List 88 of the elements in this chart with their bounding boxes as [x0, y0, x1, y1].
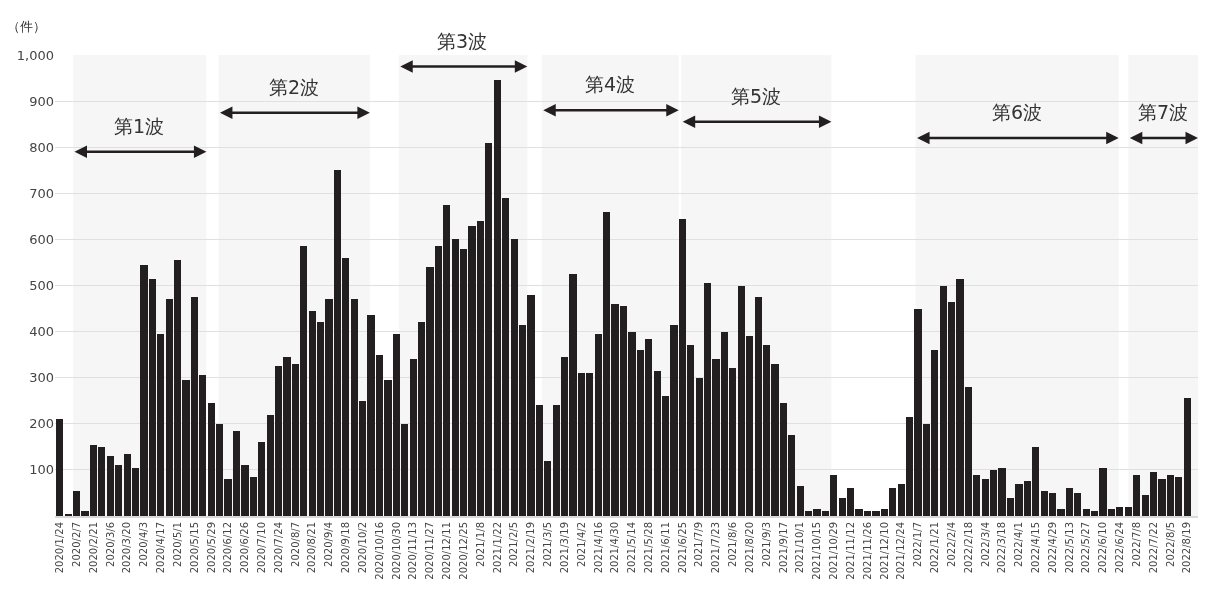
x-tick-label: 2022/6/24 — [1114, 522, 1126, 574]
y-axis-title: （件） — [7, 19, 46, 34]
x-tick-label: 2020/3/20 — [121, 522, 133, 574]
x-tick-label: 2021/8/6 — [727, 522, 739, 567]
y-tick-label: 100 — [29, 462, 54, 478]
x-tick-label: 2021/11/26 — [861, 522, 873, 580]
y-tick-label: 700 — [29, 185, 54, 201]
x-tick-label: 2021/7/9 — [693, 522, 705, 567]
x-tick-label: 2021/2/5 — [508, 522, 520, 567]
y-tick-label: 300 — [29, 370, 54, 386]
y-tick-label: 900 — [29, 93, 54, 109]
x-tick-label: 2020/6/12 — [222, 522, 234, 574]
x-tick-label: 2020/8/7 — [289, 522, 301, 567]
y-tick-label: 1,000 — [16, 47, 54, 63]
x-tick-label: 2021/6/11 — [659, 522, 671, 574]
x-tick-label: 2020/7/24 — [272, 522, 284, 574]
x-tick-label: 2020/1/24 — [54, 522, 66, 574]
x-tick-label: 2021/5/14 — [626, 522, 638, 574]
x-tick-label: 2020/9/18 — [340, 522, 352, 574]
band-label: 第6波 — [992, 101, 1043, 123]
x-tick-label: 2020/7/10 — [255, 522, 267, 574]
x-tick-label: 2022/1/21 — [929, 522, 941, 574]
x-tick-label: 2021/9/17 — [777, 522, 789, 574]
y-tick-label: 600 — [29, 231, 54, 247]
x-tick-label: 2020/11/27 — [424, 522, 436, 580]
x-tick-label: 2021/1/8 — [474, 522, 486, 567]
x-tick-label: 2021/9/3 — [760, 522, 772, 567]
band-label: 第2波 — [269, 76, 320, 98]
x-tick-label: 2021/3/5 — [542, 522, 554, 567]
bar — [56, 419, 63, 516]
x-tick-label: 2021/10/1 — [794, 522, 806, 574]
y-tick-label: 200 — [29, 416, 54, 432]
x-tick-label: 2021/4/2 — [575, 522, 587, 567]
y-tick-label: 500 — [29, 278, 54, 294]
x-tick-label: 2020/12/25 — [457, 522, 469, 580]
x-tick-label: 2020/4/17 — [155, 522, 167, 574]
x-tick-label: 2021/2/19 — [525, 522, 537, 574]
x-tick-label: 2022/8/19 — [1181, 522, 1193, 574]
x-tick-label: 2022/4/15 — [1029, 522, 1041, 574]
y-tick-label: 800 — [29, 139, 54, 155]
x-tick-label: 2020/10/2 — [356, 522, 368, 574]
band-label: 第1波 — [114, 115, 165, 137]
x-tick-label: 2020/3/6 — [104, 522, 116, 567]
x-tick-label: 2021/3/19 — [558, 522, 570, 574]
x-tick-label: 2020/5/1 — [171, 522, 183, 567]
band-label: 第7波 — [1138, 101, 1189, 123]
x-tick-label: 2021/8/20 — [743, 522, 755, 574]
x-tick-label: 2021/4/16 — [592, 522, 604, 574]
x-tick-label: 2020/4/3 — [138, 522, 150, 567]
x-tick-label: 2022/2/18 — [962, 522, 974, 574]
x-tick-label: 2022/6/10 — [1097, 522, 1109, 574]
x-tick-label: 2020/9/4 — [323, 522, 335, 567]
bar — [1184, 398, 1191, 516]
x-tick-label: 2022/7/22 — [1147, 522, 1159, 574]
x-tick-label: 2021/12/10 — [878, 522, 890, 580]
x-tick-label: 2022/5/27 — [1080, 522, 1092, 574]
x-tick-label: 2020/11/13 — [407, 522, 419, 580]
x-tick-label: 2020/6/26 — [239, 522, 251, 574]
x-tick-label: 2022/2/4 — [945, 522, 957, 567]
x-tick-label: 2022/4/29 — [1046, 522, 1058, 574]
x-tick-label: 2021/11/12 — [844, 522, 856, 580]
x-tick-label: 2020/2/7 — [70, 522, 82, 567]
x-tick-label: 2021/12/24 — [895, 522, 907, 580]
x-tick-label: 2022/7/8 — [1130, 522, 1142, 567]
x-tick-label: 2022/8/5 — [1164, 522, 1176, 567]
x-tick-label: 2022/3/18 — [996, 522, 1008, 574]
x-tick-label: 2020/12/11 — [441, 522, 453, 580]
x-tick-label: 2020/10/30 — [390, 522, 402, 580]
x-tick-label: 2022/1/7 — [912, 522, 924, 567]
band-label: 第4波 — [585, 73, 636, 95]
band-label: 第3波 — [437, 30, 488, 52]
x-tick-label: 2022/5/13 — [1063, 522, 1075, 574]
x-tick-label: 2021/10/29 — [828, 522, 840, 580]
x-tick-label: 2020/10/16 — [373, 522, 385, 580]
x-tick-label: 2021/1/22 — [491, 522, 503, 574]
x-tick-label: 2021/5/28 — [642, 522, 654, 574]
x-tick-label: 2020/8/21 — [306, 522, 318, 574]
x-tick-label: 2022/4/1 — [1013, 522, 1025, 567]
x-tick-label: 2020/5/15 — [188, 522, 200, 574]
x-tick-label: 2021/7/23 — [710, 522, 722, 574]
x-tick-label: 2021/6/25 — [676, 522, 688, 574]
x-tick-label: 2020/2/21 — [87, 522, 99, 574]
x-tick-label: 2021/4/30 — [609, 522, 621, 574]
x-tick-label: 2020/5/29 — [205, 522, 217, 574]
band-label: 第5波 — [731, 85, 782, 107]
x-tick-label: 2021/10/15 — [811, 522, 823, 580]
y-tick-label: 400 — [29, 324, 54, 340]
x-tick-label: 2022/3/4 — [979, 522, 991, 567]
